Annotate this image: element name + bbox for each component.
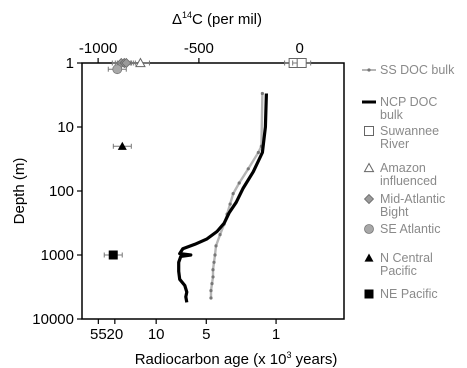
legend-item: Amazon influenced [363, 161, 437, 188]
ss-doc-point [209, 296, 213, 300]
bottom-axis-tick-label: 1 [272, 326, 280, 343]
legend-label: NE Pacific [380, 287, 438, 301]
y-axis-tick-label: 10 [57, 119, 74, 136]
ss-doc-point [228, 202, 232, 206]
legend-item: Mid-Atlantic Bight [363, 192, 445, 219]
legend-swatch [364, 126, 374, 136]
axes: -1000 -500 0 55 20 10 5 1 1 10 100 1000 10000 [32, 40, 304, 343]
legend-label: Mid-Atlantic Bight [380, 192, 445, 219]
legend-label: SS DOC bulk [380, 63, 455, 77]
legend-item: N Central Pacific [364, 251, 433, 278]
ss-doc-point [213, 253, 217, 257]
y-axis-tick-label: 1 [66, 55, 74, 72]
ss-doc-line [209, 93, 264, 298]
bottom-axis-tick-label: 10 [148, 326, 165, 343]
ss-doc-point [256, 150, 260, 155]
n-central-pacific-marker [117, 141, 127, 150]
legend-swatch [363, 162, 375, 173]
se-atlantic-marker [112, 64, 123, 75]
ss-doc-point [246, 167, 250, 171]
y-axis-tick-label: 10000 [32, 311, 74, 328]
ss-doc-point [209, 289, 213, 293]
marker-layer [103, 57, 312, 260]
legend-swatch [363, 193, 375, 205]
bottom-axis-tick-label: 20 [106, 326, 123, 343]
ss-doc-point [211, 268, 215, 272]
legend-item: SE Atlantic [364, 222, 440, 236]
top-axis-tick-label: -500 [184, 40, 214, 57]
legend-label: Amazon influenced [380, 161, 437, 188]
ss-doc-point [237, 181, 241, 185]
y-axis-title: Depth (m) [11, 158, 28, 225]
legend-label: NCP DOC bulk [380, 95, 437, 122]
legend-swatch-dot [367, 68, 371, 72]
amazon-influenced-marker [135, 57, 146, 68]
legend-label: SE Atlantic [380, 222, 440, 236]
legend-swatch [364, 253, 374, 262]
ss-doc-point [211, 275, 215, 279]
legend-label: Suwannee River [380, 124, 439, 151]
legend-label: N Central Pacific [380, 251, 433, 278]
legend-item: NCP DOC bulk [362, 95, 437, 122]
legend-swatch [364, 289, 374, 299]
ss-doc-point [260, 91, 264, 96]
ss-doc-point [231, 192, 235, 196]
top-axis-tick-label: -1000 [79, 40, 117, 57]
bottom-axis-tick-label: 55 [90, 326, 107, 343]
y-axis-tick-label: 100 [49, 183, 74, 200]
legend-swatch [364, 224, 374, 234]
y-axis-tick-label: 1000 [41, 247, 74, 264]
ss-doc-point [218, 232, 222, 237]
legend-item: SS DOC bulk [362, 63, 455, 77]
suwannee-river-marker [296, 58, 307, 68]
ss-doc-point [214, 244, 218, 248]
ss-doc-point [212, 260, 216, 264]
legend-item: Suwannee River [364, 124, 439, 151]
legend-item: NE Pacific [364, 287, 438, 301]
bottom-axis-title: Radiocarbon age (x 103 years) [135, 350, 338, 368]
bottom-axis-tick-label: 5 [202, 326, 210, 343]
top-axis-tick-label: 0 [295, 40, 303, 57]
ncp-doc-line [177, 93, 268, 303]
ss-doc-point [210, 282, 214, 286]
top-axis-title: Δ14C (per mil) [172, 10, 262, 28]
series-layer [177, 91, 268, 303]
ne-pacific-marker [108, 250, 118, 260]
